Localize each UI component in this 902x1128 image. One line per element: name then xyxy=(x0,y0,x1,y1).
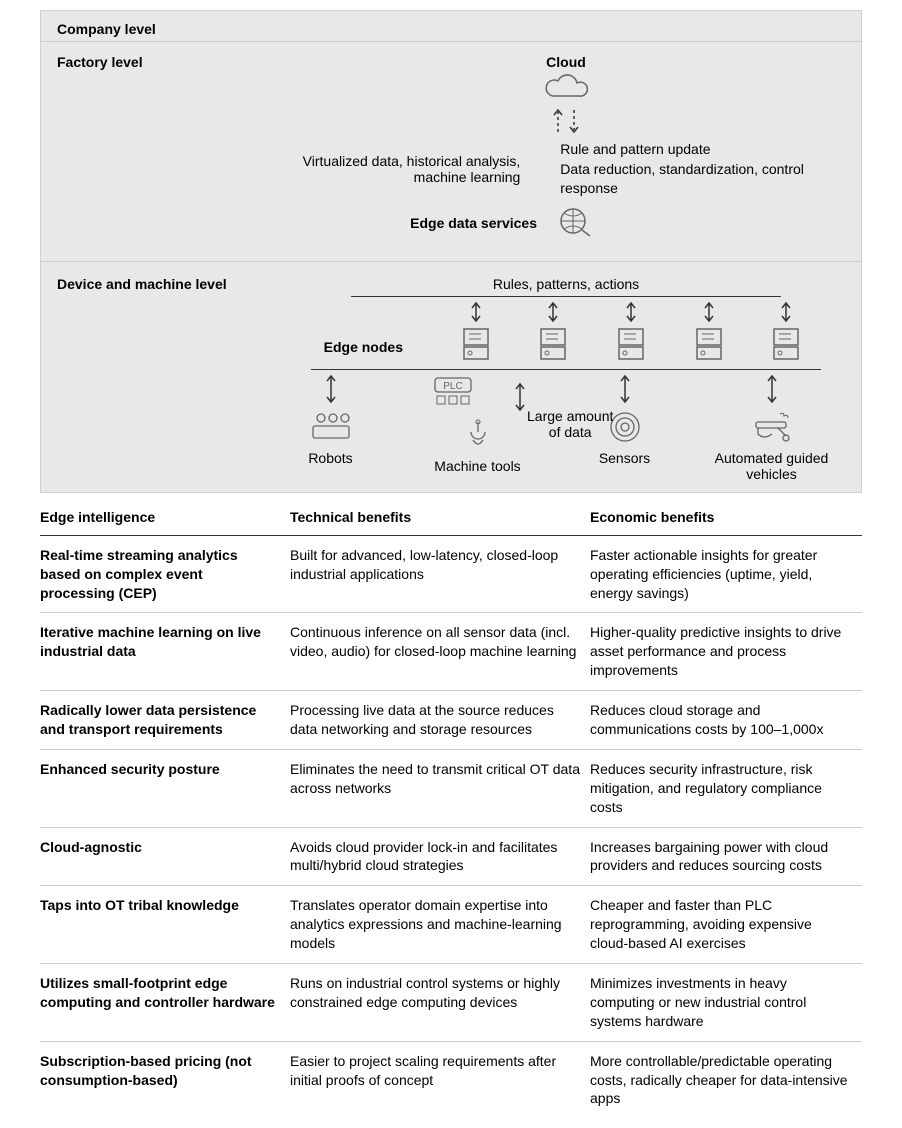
benefits-table: Edge intelligence Technical benefits Eco… xyxy=(40,497,862,1119)
cell-tech: Eliminates the need to transmit critical… xyxy=(290,749,590,827)
arrow-up-dashed-icon xyxy=(553,106,563,136)
arrow-bidir-icon xyxy=(704,301,714,323)
server-icon xyxy=(461,327,491,363)
cloud-label: Cloud xyxy=(542,54,590,70)
svg-text:PLC: PLC xyxy=(443,381,462,392)
cloud-icon xyxy=(542,70,590,102)
plc-icon: PLC xyxy=(431,374,475,412)
server-icon xyxy=(616,327,646,363)
cell-tech: Avoids cloud provider lock-in and facili… xyxy=(290,827,590,886)
table-row: Taps into OT tribal knowledgeTranslates … xyxy=(40,886,862,964)
table-row: Enhanced security postureEliminates the … xyxy=(40,749,862,827)
company-level-label: Company level xyxy=(41,11,861,42)
table-row: Radically lower data persistence and tra… xyxy=(40,691,862,750)
arrow-bidir-icon xyxy=(626,301,636,323)
eds-label: Edge data services xyxy=(287,215,557,231)
cell-edge: Real-time streaming analytics based on c… xyxy=(40,535,290,613)
architecture-diagram: Company level Factory level Cloud Virtua… xyxy=(40,10,862,493)
device-label: Sensors xyxy=(599,450,650,466)
factory-level-label: Factory level xyxy=(57,54,143,70)
dml-label: Device and machine level xyxy=(57,276,227,292)
large-data-label: Large amount of data xyxy=(527,408,613,440)
cell-econ: Higher-quality predictive insights to dr… xyxy=(590,613,862,691)
arrow-bidir-icon xyxy=(781,301,791,323)
arrow-bidir-icon xyxy=(515,382,525,412)
robots-icon xyxy=(309,410,353,444)
cell-edge: Subscription-based pricing (not consumpt… xyxy=(40,1041,290,1118)
th-edge: Edge intelligence xyxy=(40,497,290,536)
table-row: Subscription-based pricing (not consumpt… xyxy=(40,1041,862,1118)
arrow-down-dashed-icon xyxy=(569,106,579,136)
arrow-bidir-icon xyxy=(620,374,630,404)
agv-icon xyxy=(750,410,794,444)
th-tech: Technical benefits xyxy=(290,497,590,536)
cell-edge: Cloud-agnostic xyxy=(40,827,290,886)
cell-tech: Built for advanced, low-latency, closed-… xyxy=(290,535,590,613)
globe-icon xyxy=(557,205,593,241)
server-icon xyxy=(694,327,724,363)
device-label: Machine tools xyxy=(434,458,520,474)
rpa-label: Rules, patterns, actions xyxy=(287,276,845,296)
cell-tech: Translates operator domain expertise int… xyxy=(290,886,590,964)
machine-tool-icon xyxy=(461,418,495,452)
cell-tech: Easier to project scaling requirements a… xyxy=(290,1041,590,1118)
cell-tech: Continuous inference on all sensor data … xyxy=(290,613,590,691)
cell-tech: Runs on industrial control systems or hi… xyxy=(290,964,590,1042)
server-icon xyxy=(771,327,801,363)
arrow-bidir-icon xyxy=(326,374,336,404)
device-label: Automated guided vehicles xyxy=(698,450,845,482)
table-row: Utilizes small-footprint edge computing … xyxy=(40,964,862,1042)
cell-edge: Radically lower data persistence and tra… xyxy=(40,691,290,750)
cell-econ: Faster actionable insights for greater o… xyxy=(590,535,862,613)
arrow-bidir-icon xyxy=(548,301,558,323)
table-row: Real-time streaming analytics based on c… xyxy=(40,535,862,613)
device-label: Robots xyxy=(308,450,352,466)
arrow-bidir-icon xyxy=(471,301,481,323)
arrow-bidir-icon xyxy=(767,374,777,404)
cell-econ: Cheaper and faster than PLC reprogrammin… xyxy=(590,886,862,964)
table-row: Cloud-agnosticAvoids cloud provider lock… xyxy=(40,827,862,886)
cell-edge: Taps into OT tribal knowledge xyxy=(40,886,290,964)
cell-econ: Reduces cloud storage and communications… xyxy=(590,691,862,750)
cell-edge: Iterative machine learning on live indus… xyxy=(40,613,290,691)
cell-econ: Reduces security infrastructure, risk mi… xyxy=(590,749,862,827)
eds-left-text: Virtualized data, historical analysis, m… xyxy=(287,153,540,185)
eds-right-1: Rule and pattern update xyxy=(560,140,845,160)
table-row: Iterative machine learning on live indus… xyxy=(40,613,862,691)
eds-right-2: Data reduction, standardization, control… xyxy=(560,160,845,199)
cell-edge: Utilizes small-footprint edge computing … xyxy=(40,964,290,1042)
cell-tech: Processing live data at the source reduc… xyxy=(290,691,590,750)
cell-econ: Minimizes investments in heavy computing… xyxy=(590,964,862,1042)
server-icon xyxy=(538,327,568,363)
cell-edge: Enhanced security posture xyxy=(40,749,290,827)
cell-econ: Increases bargaining power with cloud pr… xyxy=(590,827,862,886)
th-econ: Economic benefits xyxy=(590,497,862,536)
edge-nodes-label: Edge nodes xyxy=(287,327,417,363)
cell-econ: More controllable/predictable operating … xyxy=(590,1041,862,1118)
